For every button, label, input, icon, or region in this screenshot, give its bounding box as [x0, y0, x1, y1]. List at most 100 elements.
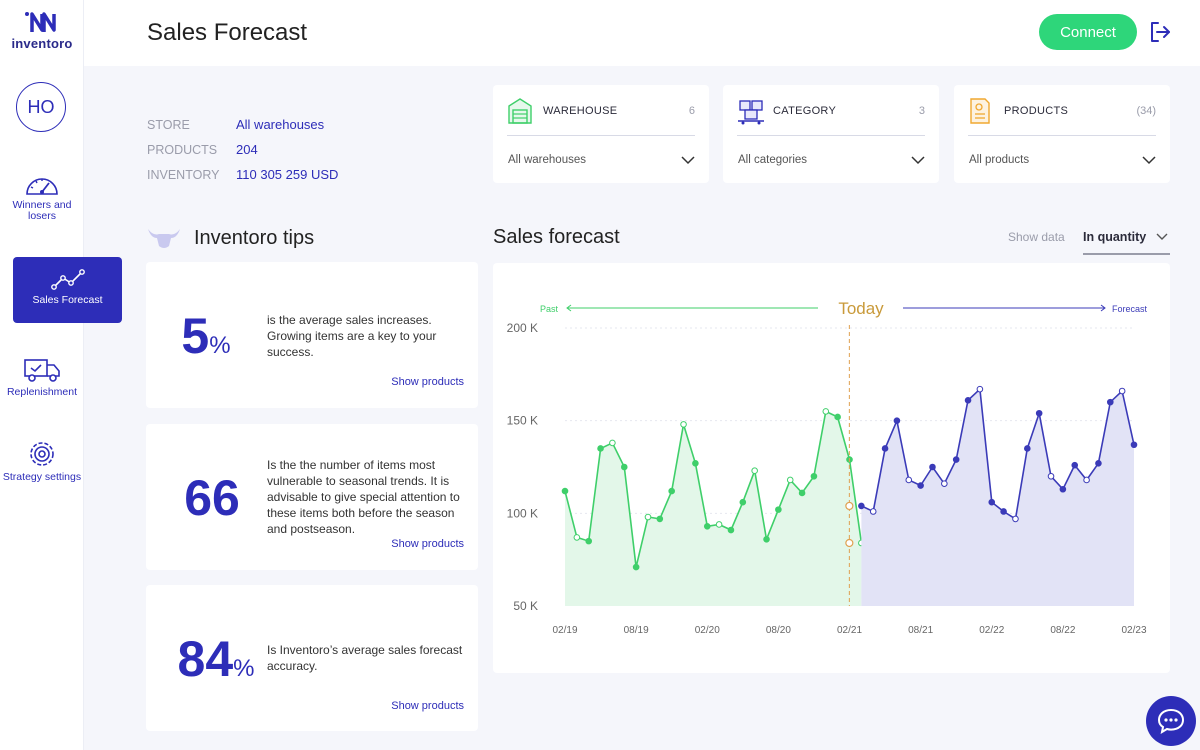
y-tick-label: 50 K: [513, 599, 538, 613]
data-point: [703, 523, 711, 530]
tips-header: Inventoro tips: [147, 226, 314, 250]
logo[interactable]: inventoro: [8, 10, 76, 51]
info-label: INVENTORY: [147, 167, 220, 182]
tips-title: Inventoro tips: [194, 226, 315, 249]
info-label: PRODUCTS: [147, 142, 218, 157]
line-chart-icon: [50, 269, 85, 290]
y-tick-label: 150 K: [507, 414, 538, 428]
filter-count: 3: [918, 105, 925, 117]
data-point: [692, 459, 699, 467]
tip-number-value: 5: [181, 308, 210, 364]
data-point: [941, 480, 948, 487]
series-area: [861, 389, 1134, 606]
data-point: [620, 463, 628, 471]
info-row-inventory: INVENTORY 110 305 259 USD: [147, 162, 338, 187]
today-label: Today: [838, 299, 884, 318]
data-point: [727, 526, 735, 534]
data-point: [668, 487, 675, 495]
data-point: [905, 476, 913, 484]
forecast-label: Forecast: [1112, 304, 1148, 314]
filter-value: All warehouses: [508, 154, 586, 166]
filter-divider: [507, 135, 695, 136]
x-tick-label: 08/21: [908, 625, 933, 636]
nav-sales-forecast[interactable]: Sales Forecast: [13, 257, 122, 323]
data-point: [597, 445, 604, 452]
chart-title: Sales forecast: [493, 226, 620, 248]
data-point: [680, 421, 687, 428]
x-tick-label: 02/19: [552, 625, 577, 636]
x-tick-label: 02/23: [1121, 625, 1146, 636]
data-point: [1012, 515, 1019, 523]
info-value: 204: [236, 142, 258, 157]
show-products-link[interactable]: Show products: [391, 376, 464, 388]
show-products-link[interactable]: Show products: [391, 538, 464, 550]
data-point: [585, 537, 593, 545]
filter-value: All categories: [738, 154, 808, 166]
warehouse-icon: [508, 98, 532, 124]
data-point: [1071, 461, 1079, 469]
chat-button[interactable]: [1146, 696, 1196, 746]
tip-number-suffix: %: [209, 332, 231, 359]
data-point: [1000, 508, 1007, 515]
tip-card: 5% is the average sales increases. Growi…: [146, 262, 478, 408]
page-title: Sales Forecast: [147, 19, 308, 46]
sales-forecast-chart: 200 K 150 K 100 K 50 K 02/19 08/19 02/20 08/20 0…: [507, 299, 1148, 636]
tip-number: 66: [152, 469, 272, 527]
data-point: [917, 482, 924, 489]
filter-count: 6: [688, 105, 695, 117]
chevron-down-icon[interactable]: [681, 155, 695, 165]
chevron-down-icon[interactable]: [1142, 155, 1156, 165]
nav-label: Replenishment: [6, 386, 78, 398]
data-point: [929, 463, 936, 471]
connect-button[interactable]: Connect: [1039, 14, 1137, 50]
inventoro-logo-icon: [25, 12, 56, 32]
forecast-arrowhead: [1100, 304, 1106, 312]
tip-number-suffix: %: [233, 655, 255, 682]
gear-icon: [30, 442, 54, 466]
data-point: [573, 534, 581, 541]
show-data-select[interactable]: In quantity: [1083, 230, 1168, 244]
avatar[interactable]: HO: [16, 82, 66, 132]
filter-category[interactable]: CATEGORY 3 All categories: [723, 85, 939, 183]
nav-strategy-settings[interactable]: Strategy settings: [0, 440, 84, 483]
filter-name: WAREHOUSE: [543, 105, 618, 117]
show-products-link[interactable]: Show products: [391, 700, 464, 712]
data-point: [739, 498, 747, 506]
tip-number: 5%: [146, 307, 266, 365]
logout-icon[interactable]: [1148, 20, 1172, 44]
today-marker: [845, 501, 854, 511]
data-point: [1083, 476, 1090, 484]
chevron-down-icon[interactable]: [911, 155, 925, 165]
data-point: [561, 487, 569, 495]
data-point: [1059, 485, 1067, 493]
filter-value: All products: [969, 154, 1030, 166]
info-row-products: PRODUCTS 204: [147, 137, 338, 162]
data-point: [656, 515, 664, 523]
filter-warehouse[interactable]: WAREHOUSE 6 All warehouses: [493, 85, 709, 183]
x-tick-label: 02/20: [695, 625, 720, 636]
show-data-underline: [1083, 253, 1170, 255]
data-point: [810, 472, 818, 480]
filter-products[interactable]: PRODUCTS (34) All products: [954, 85, 1170, 183]
x-tick-label: 08/22: [1050, 625, 1075, 636]
x-tick-label: 08/20: [766, 625, 791, 636]
data-point: [881, 445, 889, 452]
filter-name: CATEGORY: [773, 105, 837, 117]
data-point: [952, 456, 960, 463]
nav-replenishment[interactable]: Replenishment: [0, 357, 84, 398]
topbar: Sales Forecast Connect: [84, 0, 1200, 66]
x-tick-label: 02/21: [837, 625, 862, 636]
data-point: [1047, 472, 1055, 480]
gauge-icon: [26, 178, 58, 195]
info-value: All warehouses: [236, 117, 325, 132]
data-point: [715, 521, 723, 528]
nav-winners-and-losers[interactable]: Winners and losers: [0, 172, 84, 222]
tip-description: is the average sales increases. Growing …: [267, 313, 437, 359]
data-point: [858, 502, 865, 510]
data-point: [775, 506, 782, 513]
data-point: [1095, 459, 1102, 467]
x-tick-label: 02/22: [979, 625, 1004, 636]
nav-label: Strategy settings: [2, 471, 82, 483]
tip-number-value: 84: [177, 631, 234, 687]
data-point: [751, 467, 758, 475]
